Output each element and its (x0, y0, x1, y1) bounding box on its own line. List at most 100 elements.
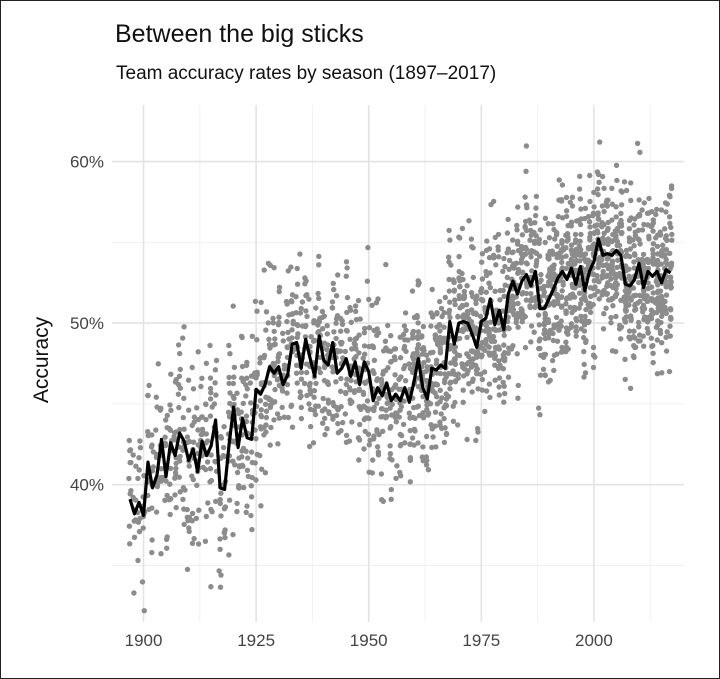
scatter-point (493, 262, 499, 268)
scatter-point (628, 197, 634, 204)
scatter-point (636, 279, 642, 286)
scatter-point (324, 347, 330, 353)
scatter-point (274, 411, 281, 417)
scatter-point (339, 339, 345, 346)
scatter-point (371, 357, 378, 363)
scatter-point (662, 252, 668, 258)
scatter-point (357, 421, 363, 428)
scatter-point (608, 276, 614, 282)
scatter-point (346, 438, 353, 444)
x-tick-label: 1925 (237, 631, 275, 650)
scatter-point (529, 268, 535, 274)
scatter-point (149, 432, 155, 438)
scatter-point (582, 205, 589, 211)
scatter-point (667, 323, 673, 329)
scatter-point (164, 492, 170, 499)
scatter-point (158, 466, 164, 472)
scatter-point (597, 139, 603, 145)
scatter-point (631, 243, 637, 249)
scatter-point (653, 300, 659, 306)
scatter-point (437, 419, 443, 425)
scatter-point (374, 427, 380, 433)
scatter-point (636, 211, 643, 218)
scatter-point (522, 344, 529, 351)
scatter-point (427, 350, 434, 356)
scatter-point (127, 448, 133, 454)
scatter-point (663, 310, 669, 317)
scatter-point (263, 414, 270, 421)
scatter-point (352, 342, 358, 349)
scatter-point (420, 444, 426, 450)
scatter-point (645, 265, 652, 272)
scatter-point (595, 288, 601, 294)
scatter-point (427, 401, 434, 407)
scatter-point (253, 436, 259, 442)
scatter-point (636, 197, 642, 203)
scatter-point (181, 426, 187, 432)
scatter-point (175, 342, 182, 348)
scatter-point (261, 267, 267, 273)
scatter-point (650, 228, 656, 234)
scatter-point (360, 389, 366, 395)
scatter-point (285, 329, 291, 336)
scatter-point (578, 231, 584, 238)
scatter-point (572, 307, 578, 313)
scatter-point (460, 399, 466, 405)
scatter-point (535, 405, 542, 411)
scatter-point (510, 302, 516, 309)
scatter-point (230, 303, 236, 309)
scatter-point (594, 169, 601, 175)
scatter-point (222, 504, 228, 511)
scatter-point (626, 226, 633, 232)
scatter-point (127, 459, 133, 466)
scatter-point (198, 431, 204, 438)
scatter-point (581, 361, 587, 368)
scatter-point (631, 222, 637, 228)
scatter-point (225, 409, 232, 415)
scatter-point (455, 375, 461, 381)
scatter-point (238, 409, 244, 415)
scatter-point (324, 426, 330, 432)
scatter-point (627, 246, 633, 252)
scatter-point (538, 271, 544, 278)
scatter-point (428, 310, 434, 316)
scatter-point (383, 407, 389, 413)
scatter-point (603, 305, 609, 311)
scatter-point (343, 390, 349, 397)
scatter-point (559, 259, 565, 265)
scatter-point (523, 290, 530, 297)
scatter-point (387, 405, 393, 411)
scatter-point (581, 374, 587, 380)
scatter-point (479, 259, 485, 265)
scatter-point (605, 225, 611, 232)
scatter-point (324, 380, 330, 386)
scatter-point (667, 284, 674, 290)
scatter-point (304, 292, 310, 298)
scatter-point (204, 459, 211, 465)
scatter-point (189, 540, 196, 546)
scatter-point (533, 205, 539, 211)
scatter-point (623, 187, 630, 194)
scatter-point (160, 474, 166, 481)
scatter-point (669, 231, 675, 238)
scatter-point (594, 273, 600, 279)
scatter-point (585, 319, 591, 326)
scatter-point (415, 342, 422, 348)
scatter-point (550, 330, 556, 337)
scatter-point (627, 385, 634, 391)
scatter-point (552, 236, 558, 242)
scatter-point (213, 357, 220, 364)
scatter-point (501, 399, 507, 405)
scatter-point (603, 262, 610, 268)
scatter-point (640, 261, 646, 267)
scatter-point (641, 267, 647, 274)
scatter-point (419, 333, 425, 339)
scatter-point (337, 348, 344, 354)
scatter-point (441, 405, 447, 411)
scatter-point (649, 222, 655, 228)
scatter-point (374, 326, 380, 332)
scatter-point (497, 297, 503, 303)
scatter-point (137, 445, 144, 451)
scatter-point (420, 414, 427, 420)
y-tick-label: 50% (70, 314, 104, 333)
